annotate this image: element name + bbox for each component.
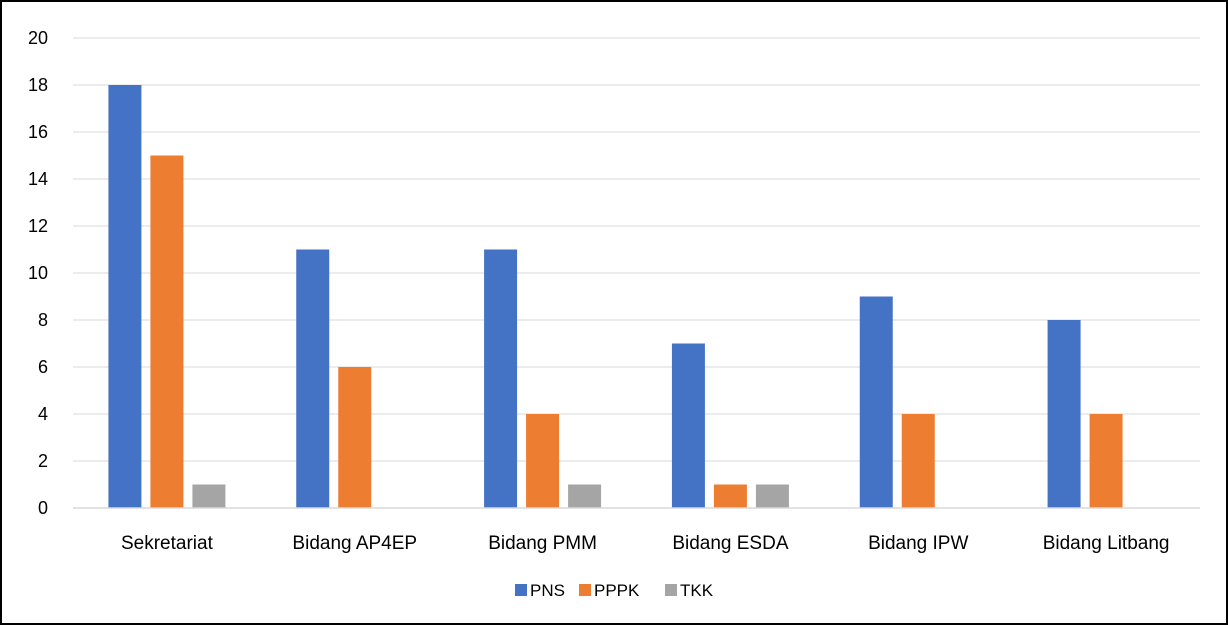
y-tick-label: 14 xyxy=(28,169,48,189)
y-tick-label: 2 xyxy=(38,451,48,471)
x-category-label: Bidang Litbang xyxy=(1043,533,1170,554)
legend-swatch-pns xyxy=(515,584,527,596)
bar-pns-4 xyxy=(859,296,893,508)
y-tick-label: 16 xyxy=(28,122,48,142)
bar-tkk-0 xyxy=(192,484,226,508)
bar-pns-5 xyxy=(1047,320,1081,508)
bar-tkk-2 xyxy=(568,484,602,508)
bar-pppk-3 xyxy=(713,484,747,508)
bar-pns-1 xyxy=(296,249,330,508)
bar-pppk-2 xyxy=(526,414,560,508)
legend-swatch-tkk xyxy=(665,584,677,596)
legend: PNS PPPK TKK xyxy=(515,581,714,600)
bar-pppk-4 xyxy=(901,414,935,508)
bar-pppk-0 xyxy=(150,155,184,508)
legend-label-pns: PNS xyxy=(530,581,565,600)
bar-pns-2 xyxy=(484,249,518,508)
bar-tkk-3 xyxy=(755,484,789,508)
y-tick-label: 0 xyxy=(38,498,48,518)
legend-label-tkk: TKK xyxy=(680,581,714,600)
bar-pns-0 xyxy=(108,85,142,508)
x-category-label: Bidang PMM xyxy=(488,533,597,554)
y-tick-label: 18 xyxy=(28,75,48,95)
x-category-label: Bidang IPW xyxy=(868,533,968,554)
bar-pppk-1 xyxy=(338,367,372,508)
y-tick-label: 12 xyxy=(28,216,48,236)
y-tick-label: 10 xyxy=(28,263,48,283)
x-axis-category-labels: Sekretariat Bidang AP4EP Bidang PMM Bidang … xyxy=(121,533,1169,554)
y-tick-label: 4 xyxy=(38,404,48,424)
legend-swatch-pppk xyxy=(579,584,591,596)
y-tick-label: 6 xyxy=(38,357,48,377)
bar-pppk-5 xyxy=(1089,414,1123,508)
x-category-label: Bidang ESDA xyxy=(672,533,789,554)
y-tick-label: 20 xyxy=(28,28,48,48)
bar-pns-3 xyxy=(671,343,705,508)
y-tick-label: 8 xyxy=(38,310,48,330)
y-axis-tick-labels: 0 2 4 6 8 10 12 14 16 18 20 xyxy=(28,28,48,518)
bars xyxy=(108,85,1123,508)
legend-label-pppk: PPPK xyxy=(594,581,640,600)
gridlines xyxy=(73,37,1200,462)
x-category-label: Sekretariat xyxy=(121,533,214,554)
x-category-label: Bidang AP4EP xyxy=(292,533,417,554)
